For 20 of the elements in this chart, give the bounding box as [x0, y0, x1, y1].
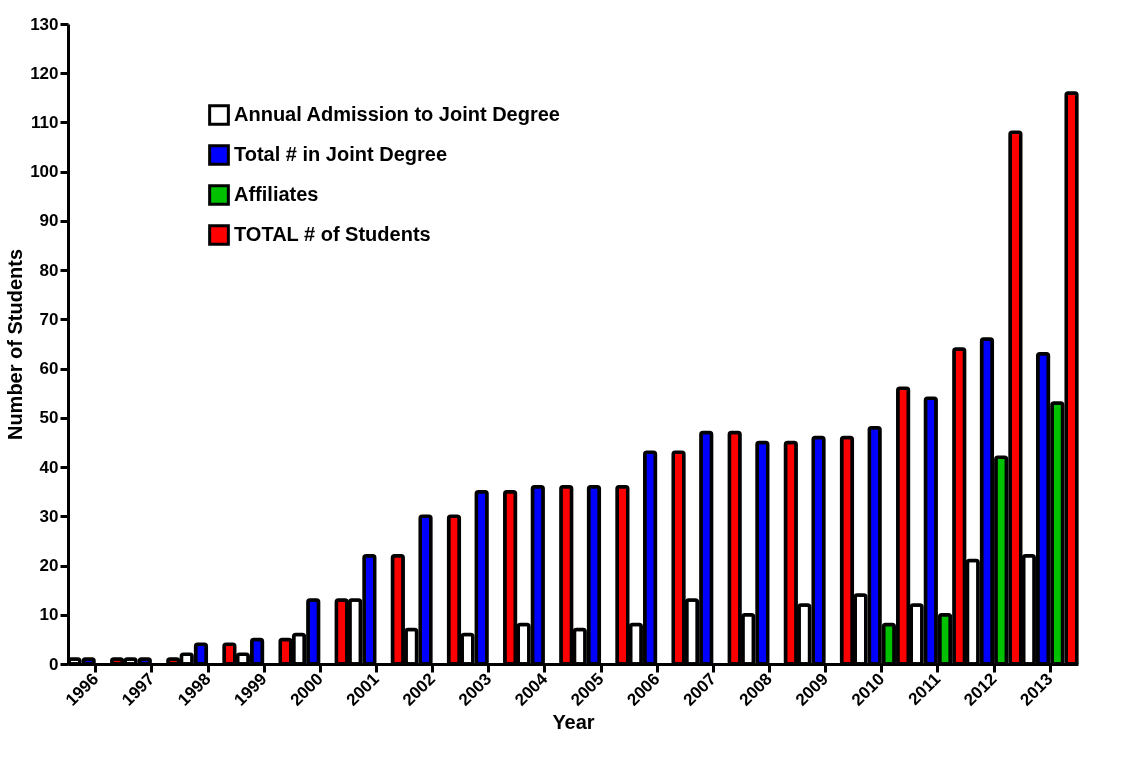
y-axis-title: Number of Students — [4, 248, 27, 441]
y-tick-label: 110 — [31, 112, 59, 132]
legend-label: Total # in Joint Degree — [234, 143, 447, 165]
y-tick-label: 0 — [49, 654, 59, 674]
y-tick-label: 130 — [30, 14, 59, 34]
y-tick-label: 20 — [39, 556, 59, 576]
y-tick-label: 10 — [39, 605, 59, 625]
legend-label: Affiliates — [234, 183, 319, 205]
y-tick-label: 70 — [39, 309, 59, 329]
y-tick-label: 40 — [39, 457, 59, 477]
y-tick-label: 80 — [39, 260, 59, 280]
y-tick-label: 30 — [39, 506, 59, 526]
y-tick-label: 90 — [39, 211, 59, 231]
legend-label: TOTAL # of Students — [234, 223, 431, 245]
y-tick-label: 50 — [39, 408, 59, 428]
legend-label: Annual Admission to Joint Degree — [234, 103, 560, 125]
y-tick-label: 100 — [30, 162, 59, 182]
y-tick-label: 60 — [39, 359, 59, 379]
x-axis-title: Year — [552, 710, 595, 733]
y-tick-label: 120 — [30, 63, 59, 83]
